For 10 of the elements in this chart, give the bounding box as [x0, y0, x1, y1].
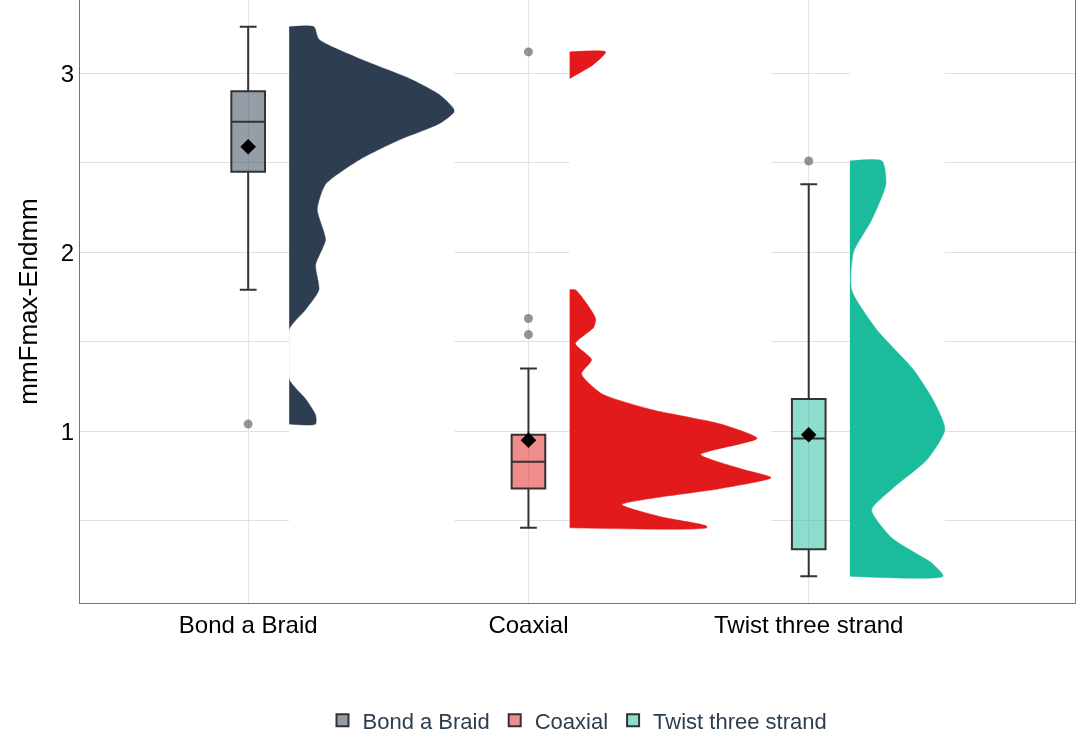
legend-label: Bond a Braid	[362, 708, 490, 734]
x-tick-label: Coaxial	[488, 610, 569, 638]
y-tick-label: 1	[60, 417, 75, 445]
y-tick-label: 3	[60, 59, 75, 87]
legend-label: Twist three strand	[653, 708, 827, 734]
x-tick-label: Bond a Braid	[178, 610, 318, 638]
y-axis-title: mmFmax-Endmm	[13, 198, 44, 405]
x-tick-label: Twist three strand	[714, 610, 904, 638]
legend-label: Coaxial	[534, 708, 609, 734]
y-tick-label: 2	[60, 238, 75, 266]
